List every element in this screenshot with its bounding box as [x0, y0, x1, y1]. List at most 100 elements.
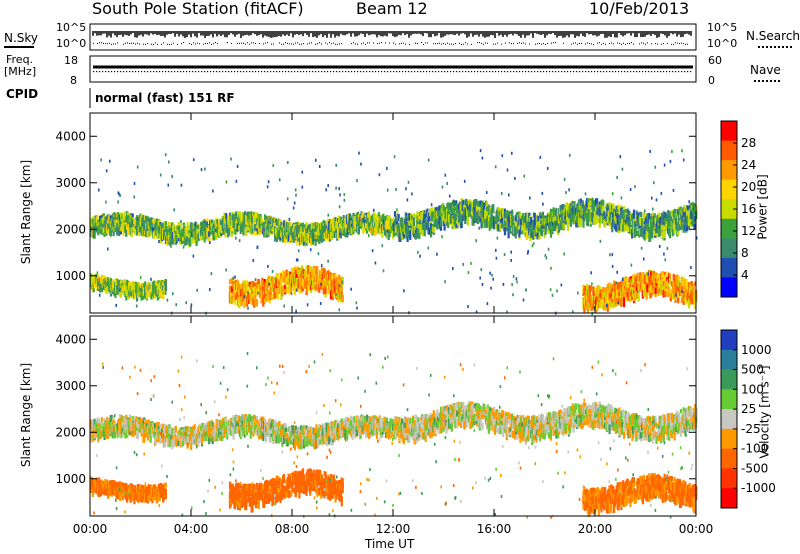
heatmap-cell — [230, 277, 233, 284]
noise-search-dot — [577, 43, 578, 45]
noise-search-dot — [587, 42, 588, 44]
nave-dot — [420, 71, 422, 73]
nave-dot — [228, 71, 230, 73]
nave-dot — [291, 71, 293, 73]
nave-dot — [177, 71, 179, 73]
nave-dot — [570, 71, 572, 73]
noise-search-dot — [541, 43, 542, 45]
nave-dot — [111, 71, 113, 73]
noise-search-dot — [203, 43, 204, 45]
heatmap-cell — [460, 215, 463, 224]
noise-search-dot — [271, 43, 272, 45]
nave-dot — [306, 71, 308, 73]
nave-dot — [393, 71, 395, 73]
cpid-label: CPID — [6, 87, 39, 101]
heatmap-cell — [146, 231, 149, 237]
nave-dot — [381, 71, 383, 73]
heatmap-cell — [127, 226, 131, 235]
heatmap-cell — [274, 290, 277, 299]
noise-search-dot — [681, 42, 682, 44]
heatmap-cell — [416, 229, 419, 239]
heatmap-cell — [314, 229, 317, 236]
heatmap-cell — [272, 230, 275, 235]
heatmap-cell — [507, 228, 510, 239]
nave-dot — [423, 71, 425, 73]
nave-dot — [684, 71, 686, 73]
heatmap-cell — [643, 231, 646, 241]
nave-dot — [405, 71, 407, 73]
noise-search-dot — [521, 42, 522, 44]
noise-search-dot — [679, 43, 680, 45]
heatmap-cell — [575, 218, 578, 228]
noise-search-dot — [613, 43, 614, 45]
heatmap-cell — [140, 291, 143, 301]
nave-dot — [471, 71, 473, 73]
noise-search-dot — [611, 42, 612, 44]
heatmap-cell — [476, 200, 480, 207]
heatmap-cell — [430, 212, 434, 221]
heatmap-cell — [292, 224, 296, 232]
heatmap-cell — [625, 278, 628, 287]
heatmap-cell — [442, 204, 445, 211]
nave-dot — [666, 71, 668, 73]
noise-search-dot — [667, 42, 668, 44]
noise-search-dot — [405, 43, 406, 45]
noise-search-dot — [365, 43, 366, 45]
heatmap-cell — [579, 198, 582, 207]
freq-label-line2: [MHz] — [4, 65, 37, 78]
heatmap-cell — [131, 213, 134, 218]
nave-dot — [348, 71, 350, 73]
heatmap-cell — [605, 206, 608, 215]
nave-dot — [525, 71, 527, 73]
nave-dot — [180, 71, 182, 73]
nave-dot — [384, 71, 386, 73]
nave-dot — [201, 71, 203, 73]
nave-dot — [453, 71, 455, 73]
heatmap-cell — [518, 229, 521, 238]
heatmap-cell — [300, 275, 303, 285]
heatmap-cell — [123, 280, 126, 287]
heatmap-cell — [164, 281, 167, 292]
nave-dot — [99, 71, 101, 73]
noise-search-dot — [589, 43, 590, 45]
heatmap-cell — [692, 207, 695, 217]
nave-dot — [156, 71, 158, 73]
heatmap-cell — [635, 210, 638, 218]
noise-search-dot — [581, 42, 582, 44]
heatmap-cell — [475, 200, 478, 205]
heatmap-cell — [571, 210, 574, 221]
noise-search-dot — [643, 42, 644, 44]
heatmap-cell — [407, 226, 410, 232]
heatmap-cell — [164, 221, 167, 226]
nave-dot — [396, 71, 398, 73]
noise-search-dot — [619, 42, 620, 44]
heatmap-cell — [527, 221, 530, 226]
heatmap-cell — [224, 228, 227, 238]
heatmap-cell — [127, 215, 130, 220]
heatmap-cell — [147, 281, 150, 289]
nave-dot — [609, 71, 611, 73]
heatmap-cell — [321, 279, 324, 287]
nave-dot — [264, 71, 266, 73]
nave-dot — [126, 71, 128, 73]
noise-search-dot — [547, 43, 548, 45]
noise-search-dot — [509, 42, 510, 44]
nave-dot — [681, 71, 683, 73]
heatmap-cell — [307, 265, 310, 275]
heatmap-cell — [257, 279, 260, 285]
noise-search-dot — [603, 42, 604, 44]
heatmap-cell — [92, 225, 95, 230]
noise-search-dot — [127, 42, 128, 44]
noise-search-dot — [639, 43, 640, 45]
nave-dot — [270, 71, 272, 73]
heatmap-cell — [606, 283, 609, 293]
heatmap-cell — [238, 299, 241, 308]
heatmap-cell — [643, 225, 646, 235]
heatmap-cell — [303, 237, 306, 247]
heatmap-cell — [151, 221, 154, 228]
heatmap-cell — [663, 228, 666, 238]
heatmap-cell — [412, 213, 415, 218]
heatmap-cell — [660, 223, 663, 229]
nave-dot — [354, 71, 356, 73]
nave-dot — [669, 71, 671, 73]
